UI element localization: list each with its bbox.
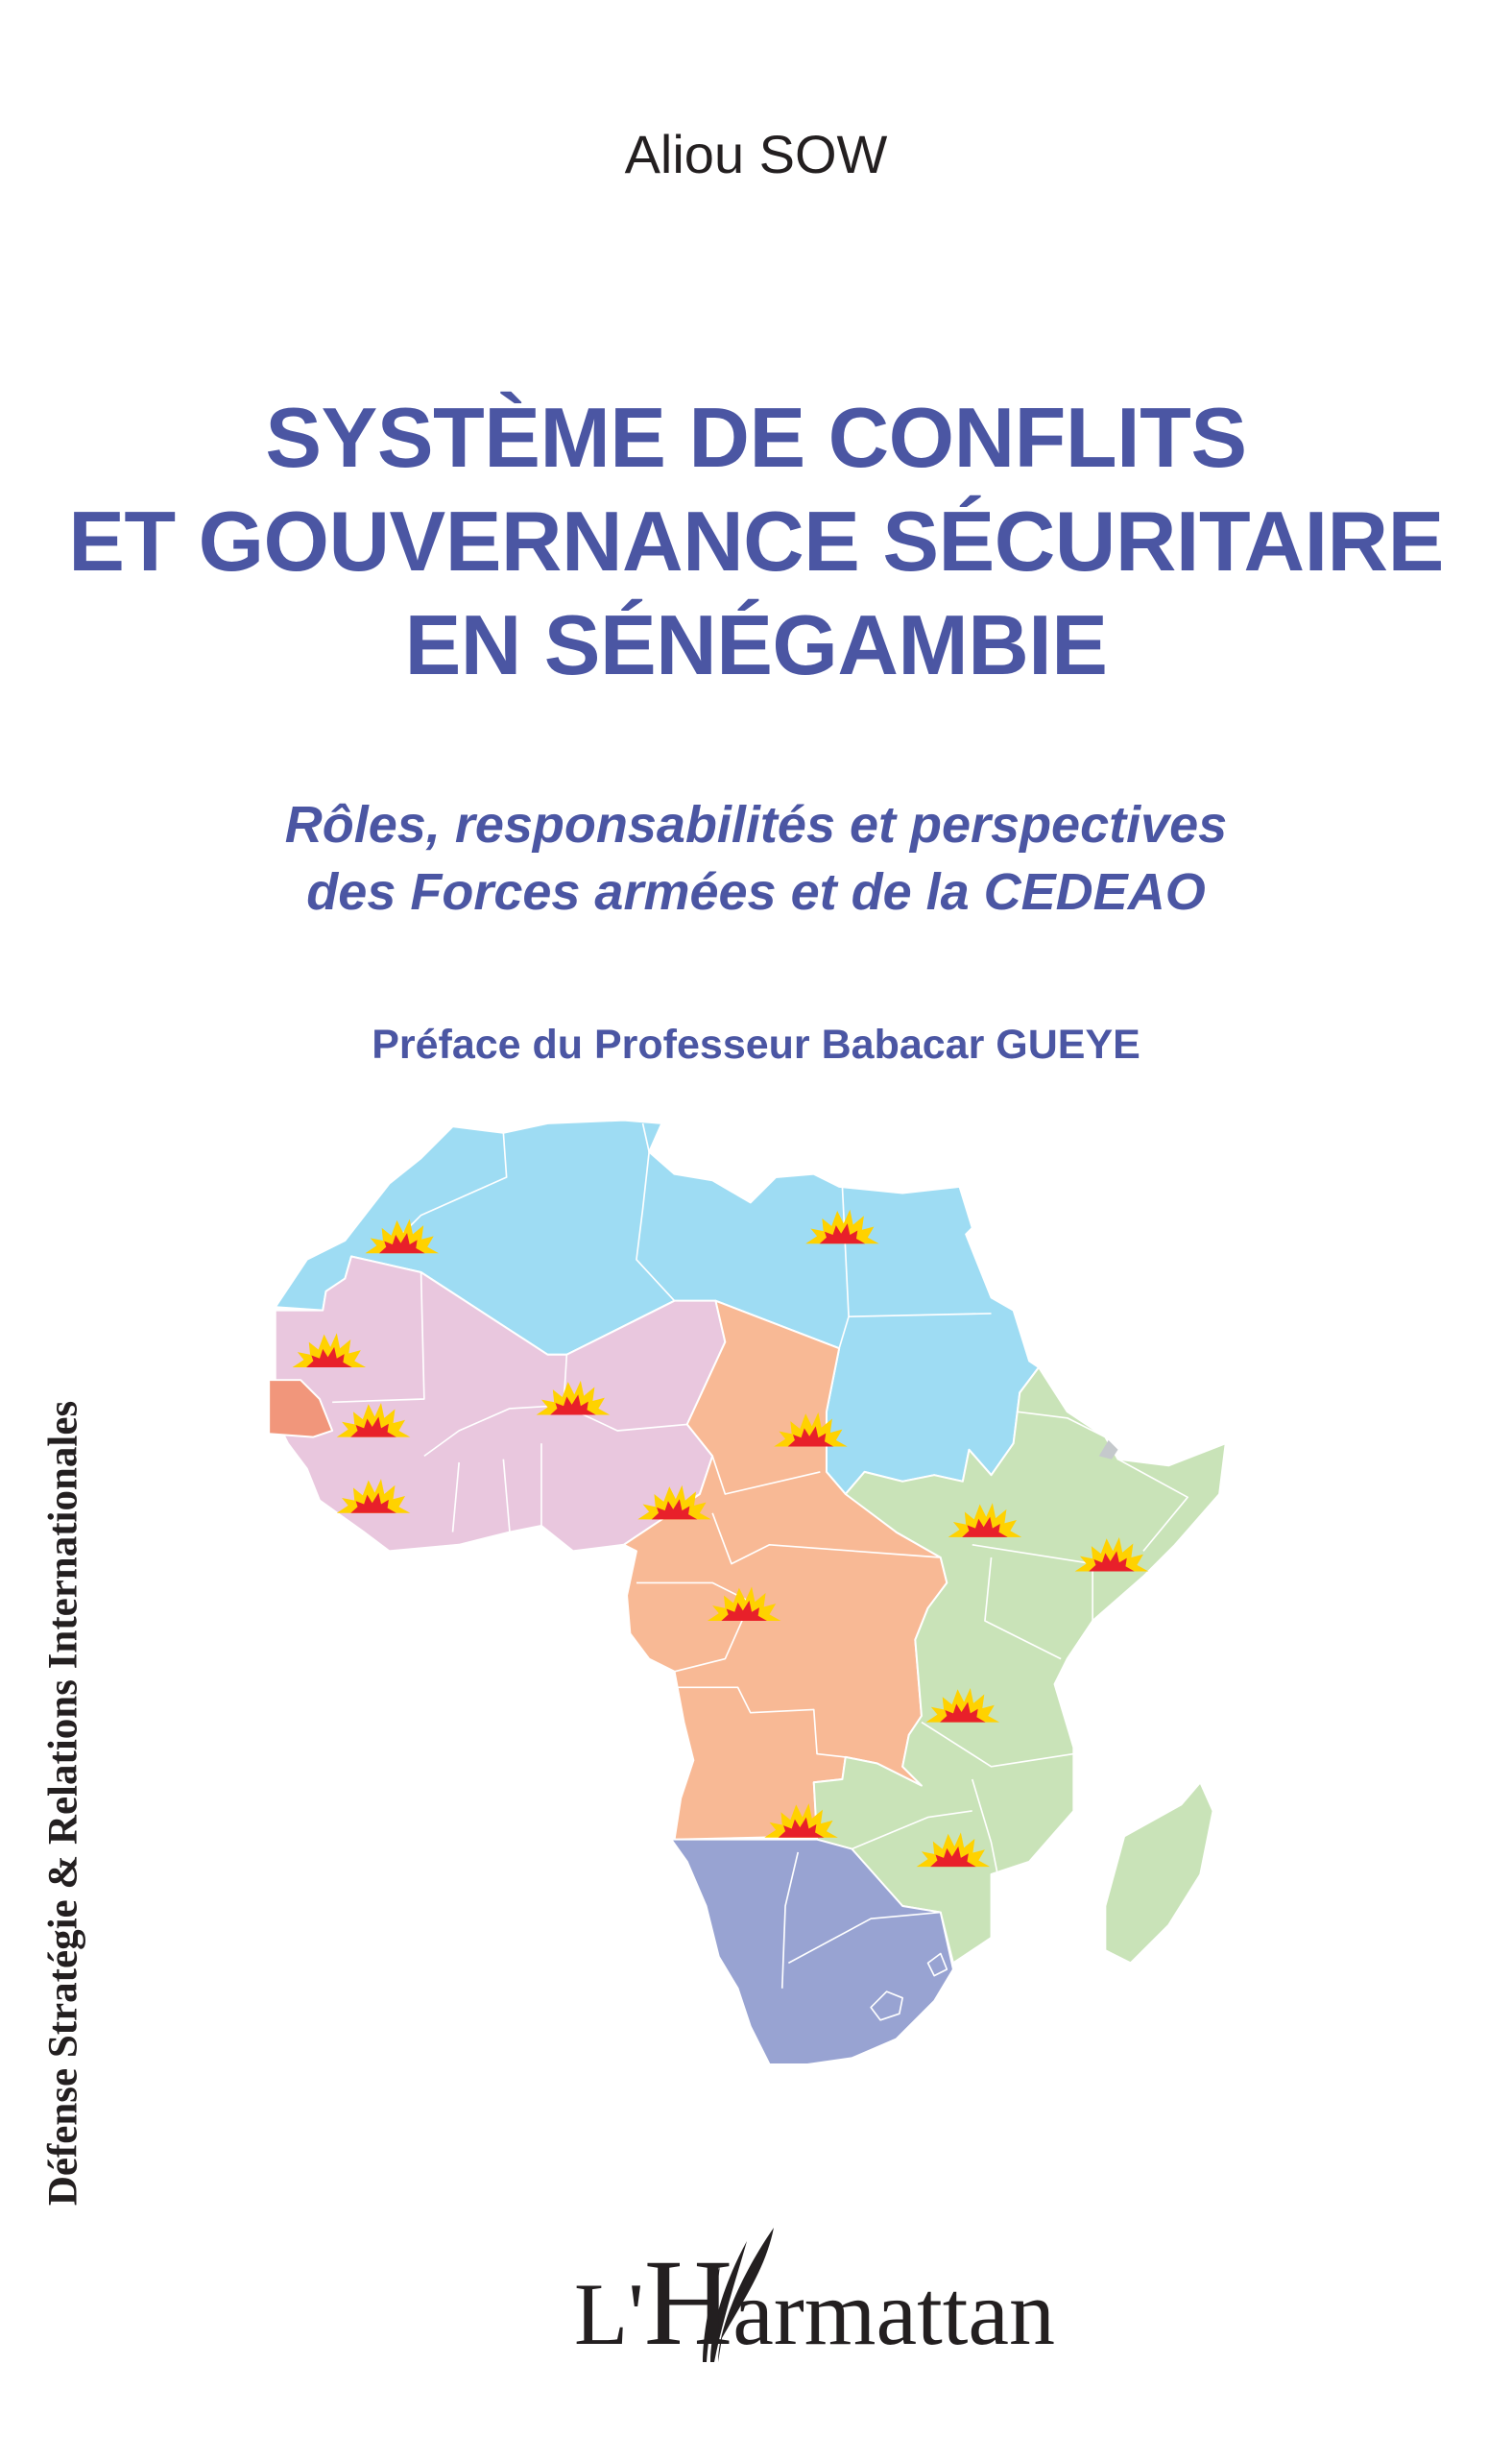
explosion-icon xyxy=(774,1412,848,1447)
explosion-outer xyxy=(774,1412,848,1447)
explosion-icon xyxy=(925,1687,1000,1723)
title-line-2: ET GOUVERNANCE SÉCURITAIRE xyxy=(68,494,1444,589)
explosion-inner xyxy=(306,1346,352,1367)
explosion-icon xyxy=(948,1503,1022,1537)
explosion-outer xyxy=(916,1832,991,1868)
border-line xyxy=(984,1556,1062,1660)
explosion-outer xyxy=(536,1380,611,1415)
logo-initial: H xyxy=(643,2234,733,2371)
explosion-icon xyxy=(764,1803,838,1838)
explosion-inner xyxy=(651,1499,698,1520)
border-line xyxy=(787,1911,941,1965)
border-line xyxy=(849,1313,992,1318)
explosion-inner xyxy=(378,1233,425,1254)
explosion-icon xyxy=(1074,1536,1149,1572)
explosion-outer xyxy=(637,1484,711,1520)
author-name: Aliou SOW xyxy=(624,124,888,184)
border-line xyxy=(332,1271,425,1404)
explosion-icon xyxy=(336,1479,411,1513)
border-line xyxy=(926,1952,948,1977)
border-line xyxy=(971,1778,998,1875)
explosion-icon xyxy=(707,1586,781,1621)
explosion-inner xyxy=(940,1701,986,1723)
border-line xyxy=(852,1810,972,1850)
border-line xyxy=(636,1122,676,1302)
africa-map xyxy=(269,1119,1227,2065)
explosion-outer xyxy=(1074,1536,1149,1572)
explosion-inner xyxy=(350,1492,396,1513)
explosion-inner xyxy=(1089,1551,1135,1572)
logo-prefix: L' xyxy=(574,2265,644,2363)
preface-credit: Préface du Professeur Babacar GUEYE xyxy=(372,1022,1140,1068)
explosion-outer xyxy=(336,1402,411,1437)
title-line-3: EN SÉNÉGAMBIE xyxy=(404,597,1108,692)
explosion-outer xyxy=(292,1333,367,1367)
explosion-inner xyxy=(930,1846,976,1868)
region-madagascar xyxy=(1104,1781,1214,1965)
explosion-outer xyxy=(925,1687,1000,1723)
explosion-icon xyxy=(292,1333,367,1367)
explosion-icon xyxy=(805,1209,879,1244)
border-line xyxy=(921,1721,1074,1768)
explosion-outer xyxy=(805,1209,879,1244)
region-south xyxy=(670,1838,954,2065)
explosion-outer xyxy=(764,1803,838,1838)
explosion-icon xyxy=(916,1832,991,1868)
border-line xyxy=(711,1456,821,1495)
explosion-inner xyxy=(819,1223,866,1244)
explosion-inner xyxy=(787,1426,834,1447)
title-line-1: SYSTÈME DE CONFLITS xyxy=(265,390,1247,485)
explosion-inner xyxy=(550,1394,596,1415)
explosion-inner xyxy=(962,1516,1008,1537)
publisher-logo: L'Harmattan xyxy=(574,2228,1055,2381)
border-line xyxy=(502,1459,511,1532)
border-line xyxy=(423,1354,568,1458)
explosion-outer xyxy=(948,1503,1022,1537)
subtitle-line-1: Rôles, responsabilités et perspectives xyxy=(284,796,1228,854)
explosion-inner xyxy=(778,1817,825,1838)
explosion-icon xyxy=(336,1402,411,1437)
explosion-outer xyxy=(336,1479,411,1513)
border-line xyxy=(1016,1411,1106,1438)
border-line xyxy=(1117,1458,1188,1552)
region-senegal xyxy=(269,1379,334,1438)
explosion-inner xyxy=(721,1600,767,1621)
logo-rest: armattan xyxy=(732,2261,1056,2364)
subtitle-line-2: des Forces armées et de la CEDEAO xyxy=(306,863,1206,921)
explosion-outer xyxy=(365,1218,440,1254)
border-line xyxy=(780,1851,800,1989)
explosion-icon xyxy=(637,1484,711,1520)
feather-icon xyxy=(703,2228,774,2362)
series-name: Défense Stratégie & Relations Internatio… xyxy=(40,1400,86,2207)
border-line xyxy=(711,1512,941,1565)
explosion-icon xyxy=(536,1380,611,1415)
border-line xyxy=(870,1991,903,2021)
explosion-icon xyxy=(365,1218,440,1254)
border-line xyxy=(451,1461,460,1532)
region-djibouti xyxy=(1098,1439,1118,1460)
region-east xyxy=(812,1366,1227,1965)
border-line xyxy=(674,1686,846,1758)
explosion-inner xyxy=(350,1416,396,1437)
explosion-outer xyxy=(707,1586,781,1621)
